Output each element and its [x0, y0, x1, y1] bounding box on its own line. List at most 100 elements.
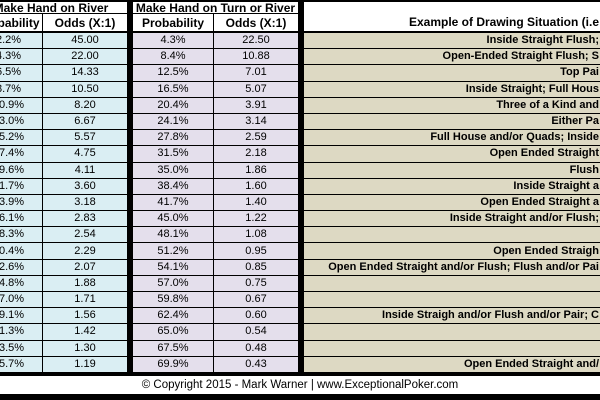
drawing-example-cell: Open Ended Straight and/or Flush; Flush … — [304, 259, 600, 276]
river-probability-cell: 39.1% — [0, 308, 43, 325]
river-odds-cell: 14.33 — [43, 65, 127, 82]
river-odds-cell: 10.50 — [43, 81, 127, 98]
turn-river-title-suffix: River — [261, 2, 296, 14]
river-odds-cell: 1.42 — [43, 324, 127, 341]
river-probability-cell: 10.9% — [0, 97, 43, 114]
bottom-black-bar — [0, 394, 600, 400]
turn-river-probability-cell: 35.0% — [133, 162, 214, 179]
turn-river-odds-cell: 2.59 — [214, 130, 298, 147]
turn-river-probability-cell: 45.0% — [133, 211, 214, 228]
turn-river-probability-cell: 27.8% — [133, 130, 214, 147]
river-odds-cell: 6.67 — [43, 113, 127, 131]
river-table-title-text: Make Hand on River — [0, 2, 109, 14]
turn-river-probability-cell: 48.1% — [133, 227, 214, 244]
turn-river-odds-cell: 2.18 — [214, 146, 298, 163]
river-probability-cell: 6.5% — [0, 65, 43, 82]
drawing-example-cell — [304, 292, 600, 309]
drawing-example-cell: Top Pai — [304, 65, 600, 82]
turn-river-odds-header: Odds (X:1) — [214, 14, 298, 33]
river-odds-cell: 2.83 — [43, 211, 127, 228]
turn-river-odds-cell: 1.40 — [214, 194, 298, 212]
river-probability-header: Probability — [0, 14, 43, 33]
river-probability-cell: 26.1% — [0, 211, 43, 228]
turn-river-probability-cell: 69.9% — [133, 356, 214, 373]
turn-river-title-or-underlined: or — [249, 2, 262, 14]
turn-river-probability-cell: 62.4% — [133, 308, 214, 325]
turn-river-probability-cell: 16.5% — [133, 81, 214, 98]
turn-river-probability-cell: 31.5% — [133, 146, 214, 163]
drawing-example-cell — [304, 340, 600, 357]
river-probability-cell: 4.3% — [0, 49, 43, 66]
turn-river-probability-cell: 8.4% — [133, 49, 214, 66]
river-probability-cell: 8.7% — [0, 81, 43, 98]
river-odds-cell: 4.11 — [43, 162, 127, 179]
drawing-example-cell: Open-Ended Straight Flush; S — [304, 49, 600, 66]
footer-copyright: © Copyright 2015 - Mark Warner | www.Exc… — [141, 379, 459, 391]
drawing-example-cell: Inside Straight Flush; — [304, 33, 600, 50]
turn-river-probability-cell: 12.5% — [133, 65, 214, 82]
turn-river-odds-cell: 0.75 — [214, 275, 298, 292]
river-odds-cell: 8.20 — [43, 97, 127, 114]
drawing-example-cell: Three of a Kind and — [304, 97, 600, 114]
turn-river-odds-cell: 0.67 — [214, 292, 298, 309]
river-odds-cell: 2.29 — [43, 243, 127, 260]
table-divider-left — [127, 2, 133, 373]
turn-river-odds-cell: 0.95 — [214, 243, 298, 260]
drawing-example-cell: Inside Straight and/or Flush; — [304, 211, 600, 228]
river-probability-cell: 15.2% — [0, 130, 43, 147]
table-divider-right — [298, 2, 304, 373]
river-probability-cell: 13.0% — [0, 113, 43, 131]
drawing-example-cell: Inside Straight a — [304, 178, 600, 195]
turn-river-probability-cell: 38.4% — [133, 178, 214, 195]
drawing-example-cell: Inside Straight; Full Hous — [304, 81, 600, 98]
turn-river-odds-cell: 0.85 — [214, 259, 298, 276]
river-probability-cell: 21.7% — [0, 178, 43, 195]
river-odds-cell: 1.19 — [43, 356, 127, 373]
turn-river-odds-cell: 1.08 — [214, 227, 298, 244]
drawing-example-cell: Full House and/or Quads; Inside — [304, 130, 600, 147]
turn-river-probability-cell: 54.1% — [133, 259, 214, 276]
river-odds-cell: 1.56 — [43, 308, 127, 325]
turn-river-probability-cell: 4.3% — [133, 33, 214, 50]
river-table-title: Make Hand on River — [0, 2, 127, 14]
turn-river-probability-cell: 65.0% — [133, 324, 214, 341]
river-probability-cell: 28.3% — [0, 227, 43, 244]
river-odds-cell: 5.57 — [43, 130, 127, 147]
river-odds-cell: 22.00 — [43, 49, 127, 66]
river-probability-cell: 34.8% — [0, 275, 43, 292]
turn-river-probability-header: Probability — [133, 14, 214, 33]
river-probability-cell: 23.9% — [0, 194, 43, 212]
river-probability-cell: 32.6% — [0, 259, 43, 276]
drawing-example-cell — [304, 227, 600, 244]
odds-table-grid: Make Hand on River Make Hand on Turn or … — [0, 0, 600, 376]
river-probability-cell: 45.7% — [0, 356, 43, 373]
turn-river-odds-cell: 7.01 — [214, 65, 298, 82]
turn-river-probability-cell: 24.1% — [133, 113, 214, 131]
river-odds-cell: 3.60 — [43, 178, 127, 195]
turn-river-probability-cell: 57.0% — [133, 275, 214, 292]
turn-river-odds-cell: 3.14 — [214, 113, 298, 131]
turn-river-odds-cell: 3.91 — [214, 97, 298, 114]
drawing-example-cell: Open Ended Straight — [304, 146, 600, 163]
turn-river-probability-cell: 41.7% — [133, 194, 214, 212]
turn-river-odds-cell: 5.07 — [214, 81, 298, 98]
turn-river-odds-cell: 0.54 — [214, 324, 298, 341]
river-odds-cell: 4.75 — [43, 146, 127, 163]
drawing-example-cell: Inside Straigh and/or Flush and/or Pair;… — [304, 308, 600, 325]
turn-river-odds-cell: 1.22 — [214, 211, 298, 228]
turn-river-odds-cell: 0.48 — [214, 340, 298, 357]
turn-river-probability-cell: 59.8% — [133, 292, 214, 309]
turn-river-odds-cell: 10.88 — [214, 49, 298, 66]
river-odds-cell: 2.54 — [43, 227, 127, 244]
example-column-header: Example of Drawing Situation (i.e — [304, 2, 600, 33]
turn-river-table-title: Make Hand on Turn or River — [133, 2, 298, 14]
river-odds-cell: 1.88 — [43, 275, 127, 292]
drawing-example-cell: Open Ended Straight a — [304, 194, 600, 212]
river-odds-cell: 1.71 — [43, 292, 127, 309]
river-probability-cell: 2.2% — [0, 33, 43, 50]
river-odds-cell: 45.00 — [43, 33, 127, 50]
river-probability-cell: 30.4% — [0, 243, 43, 260]
river-probability-cell: 19.6% — [0, 162, 43, 179]
drawing-example-cell: Either Pa — [304, 113, 600, 131]
